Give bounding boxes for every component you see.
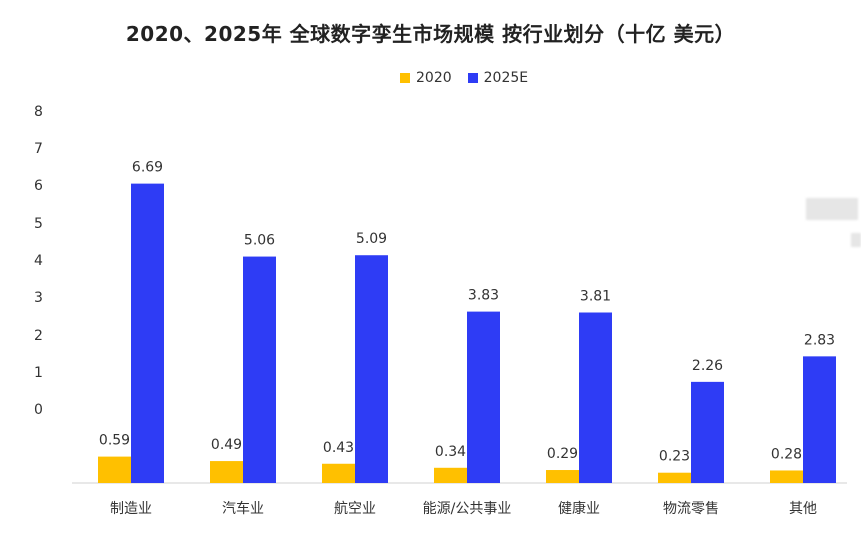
x-tick-label: 健康业: [558, 500, 600, 517]
y-tick-label: 1: [34, 365, 43, 381]
y-tick-label: 2: [34, 328, 43, 344]
bar-2020: [658, 472, 691, 483]
bar-2020: [98, 456, 131, 483]
x-tick-label: 物流零售: [663, 501, 719, 517]
data-label-2020: 0.49: [211, 437, 242, 453]
y-tick-label: 0: [34, 402, 43, 418]
legend-label-2025e: 2025E: [483, 70, 529, 86]
bar-2025e: [355, 255, 388, 483]
y-tick-label: 3: [34, 290, 43, 306]
data-label-2025e: 3.83: [468, 288, 499, 304]
blurred-watermark: [806, 198, 858, 220]
data-label-2025e: 5.09: [356, 231, 387, 247]
legend-swatch-2020: [400, 73, 410, 83]
data-label-2020: 0.43: [323, 440, 354, 456]
data-label-2025e: 2.83: [804, 332, 835, 348]
y-tick-label: 8: [34, 104, 43, 120]
bar-2020: [434, 467, 467, 483]
data-label-2020: 0.23: [659, 449, 690, 465]
data-label-2020: 0.29: [547, 446, 578, 462]
data-label-2025e: 2.26: [692, 358, 723, 374]
bar-2020: [546, 470, 579, 483]
legend-item-2020: 2020: [400, 70, 452, 86]
data-label-2025e: 5.06: [244, 233, 275, 249]
bar-2025e: [803, 356, 836, 483]
x-tick-label: 能源/公共事业: [423, 501, 512, 517]
legend-swatch-2025e: [467, 73, 478, 83]
bar-2025e: [243, 256, 276, 483]
chart-title: 2020、2025年 全球数字孪生市场规模 按行业划分（十亿 美元）: [125, 22, 736, 46]
x-tick-label: 汽车业: [222, 500, 264, 517]
bar-2025e: [579, 312, 612, 483]
x-tick-label: 制造业: [110, 501, 152, 517]
x-tick-label: 航空业: [334, 501, 376, 517]
bar-2025e: [131, 183, 164, 483]
data-label-2020: 0.59: [99, 433, 130, 449]
blurred-watermark: [851, 233, 861, 247]
legend-item-2025e: 2025E: [467, 70, 529, 86]
data-label-2020: 0.34: [435, 444, 466, 460]
y-tick-label: 5: [34, 216, 43, 232]
bar-2025e: [691, 381, 724, 483]
bar-2020: [770, 470, 803, 483]
legend-label-2020: 2020: [416, 70, 452, 86]
x-tick-label: 其他: [789, 501, 817, 517]
legend: 2020 2025E: [400, 70, 544, 86]
data-label-2020: 0.28: [771, 446, 802, 462]
y-tick-label: 7: [34, 141, 43, 157]
bar-2020: [210, 461, 243, 483]
bar-2020: [322, 463, 355, 483]
data-label-2025e: 6.69: [132, 160, 163, 176]
data-label-2025e: 3.81: [580, 289, 611, 305]
y-tick-label: 6: [34, 178, 43, 194]
y-tick-label: 4: [34, 253, 43, 269]
bar-2025e: [467, 311, 500, 483]
